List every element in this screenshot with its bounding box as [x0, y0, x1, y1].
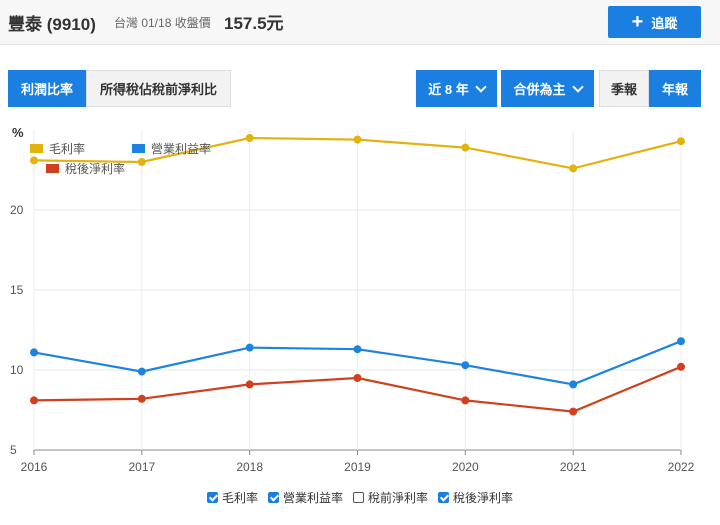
data-point-gross [30, 156, 38, 165]
annual-label: 年報 [661, 82, 688, 97]
checkbox-icon[interactable] [438, 492, 450, 503]
y-tick-label: 5 [10, 443, 17, 457]
range-dropdown[interactable]: 近 8 年 [416, 70, 497, 107]
toggle-pretax[interactable]: 稅前淨利率 [353, 489, 428, 506]
data-point-gross [245, 134, 254, 142]
consolidation-label: 合併為主 [513, 82, 566, 97]
plus-icon: + [631, 11, 644, 33]
data-point-net [353, 374, 362, 382]
track-button-label: 追蹤 [651, 15, 678, 31]
tab-profit-ratio[interactable]: 利潤比率 [8, 70, 86, 107]
data-point-gross [569, 164, 578, 173]
chart-grid [33, 130, 682, 451]
legend-label-gross: 毛利率 [49, 142, 86, 156]
legend-label-net: 稅後淨利率 [65, 162, 126, 176]
legend-swatch-operating [132, 144, 145, 153]
y-tick-label: 10 [10, 363, 24, 377]
data-point-net [245, 380, 254, 389]
y-tick-label: 15 [10, 283, 24, 297]
legend-operating[interactable]: 營業利益率 [132, 140, 211, 157]
chevron-down-icon [571, 80, 584, 93]
data-point-gross [137, 158, 146, 166]
stock-code: (9910) [46, 15, 96, 34]
x-tick-label: 2016 [21, 460, 48, 474]
data-point-gross [677, 137, 685, 146]
chevron-down-icon [475, 80, 487, 93]
quarterly-label: 季報 [610, 82, 637, 97]
toggle-net[interactable]: 稅後淨利率 [438, 489, 513, 506]
x-tick-label: 2020 [452, 460, 479, 474]
checkbox-icon[interactable] [206, 492, 218, 503]
tab-label: 利潤比率 [20, 82, 73, 97]
series-toggles: 毛利率 營業利益率 稅前淨利率 稅後淨利率 [0, 489, 720, 506]
data-point-net [30, 396, 38, 405]
checkbox-icon[interactable] [267, 492, 279, 503]
stock-name-text: 豐泰 [8, 15, 42, 34]
data-point-net [137, 394, 146, 403]
annual-button[interactable]: 年報 [649, 70, 701, 107]
toggle-label: 稅前淨利率 [368, 491, 429, 505]
y-tick-label: 20 [10, 203, 24, 217]
stock-header: 豐泰 (9910) 台灣 01/18 收盤價 157.5元 + 追蹤 [0, 0, 720, 45]
toggle-label: 稅後淨利率 [453, 491, 514, 505]
consolidation-dropdown[interactable]: 合併為主 [501, 70, 594, 107]
x-tick-label: 2018 [236, 460, 263, 474]
x-tick-label: 2019 [344, 460, 371, 474]
legend-net[interactable]: 稅後淨利率 [46, 160, 125, 177]
chart-points [30, 134, 685, 416]
toggle-label: 營業利益率 [282, 491, 343, 505]
stock-name: 豐泰 (9910) [8, 10, 96, 35]
data-point-gross [353, 135, 362, 144]
data-point-operating [353, 345, 362, 354]
x-tick-label: 2022 [668, 460, 695, 474]
data-point-net [461, 396, 470, 405]
data-point-operating [677, 337, 685, 346]
legend-swatch-gross [30, 144, 43, 153]
data-point-operating [137, 367, 146, 376]
legend-swatch-net [46, 164, 59, 173]
toggle-label: 毛利率 [221, 491, 258, 505]
chart-axes: 5 10 15 20% 2016 2017 2018 2019 2020 2021 2022 [10, 125, 695, 474]
tab-label: 所得稅佔稅前淨利比 [99, 82, 217, 97]
x-tick-label: 2021 [560, 460, 587, 474]
stock-price: 157.5元 [224, 14, 284, 33]
profit-ratio-chart: 5 10 15 20% 2016 2017 2018 2019 2020 2021 2022 [10, 125, 695, 474]
data-point-operating [30, 348, 38, 357]
data-point-operating [569, 380, 578, 389]
tab-tax-ratio[interactable]: 所得稅佔稅前淨利比 [86, 70, 231, 107]
range-label: 近 8 年 [428, 82, 469, 97]
data-point-net [569, 407, 578, 416]
checkbox-icon[interactable] [353, 492, 364, 503]
legend-label-operating: 營業利益率 [151, 142, 212, 156]
legend-gross[interactable]: 毛利率 [30, 140, 85, 157]
toggle-operating[interactable]: 營業利益率 [267, 489, 343, 506]
toggle-gross[interactable]: 毛利率 [206, 489, 258, 506]
data-point-operating [461, 361, 470, 370]
data-point-net [677, 362, 685, 371]
track-button[interactable]: + 追蹤 [608, 6, 701, 38]
data-point-operating [245, 343, 254, 352]
stock-meta: 台灣 01/18 收盤價 [114, 16, 211, 30]
y-axis-label: % [12, 125, 24, 140]
x-tick-label: 2017 [128, 460, 155, 474]
data-point-gross [461, 143, 470, 152]
quarterly-button[interactable]: 季報 [599, 70, 649, 107]
